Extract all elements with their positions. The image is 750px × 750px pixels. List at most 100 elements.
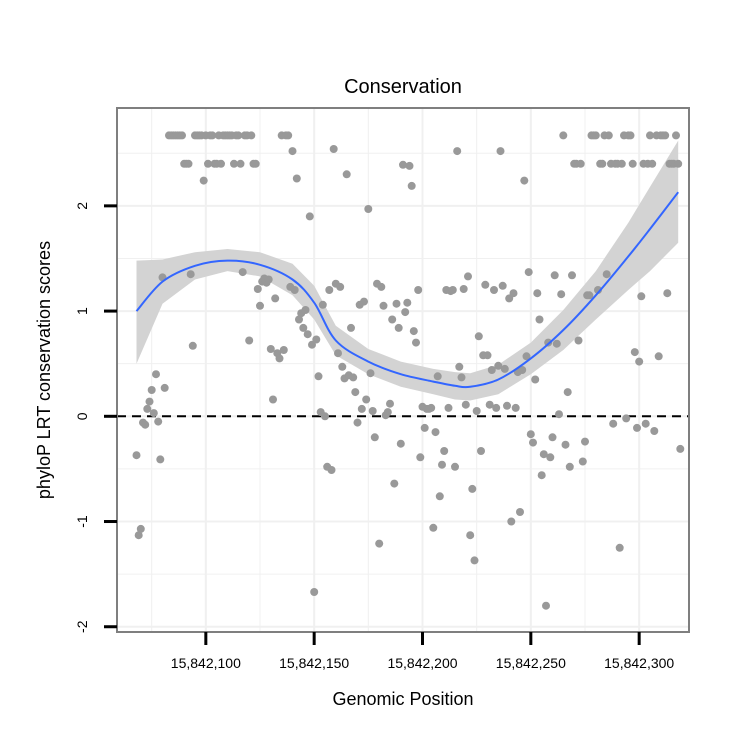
data-point [557, 290, 566, 299]
data-point [676, 444, 685, 453]
data-point [496, 147, 505, 156]
data-points [132, 131, 685, 610]
x-tick-label: 15,842,250 [496, 655, 566, 671]
data-point [633, 423, 641, 432]
data-point [368, 407, 377, 415]
data-point [429, 523, 438, 532]
y-tick-label: 1 [74, 307, 90, 315]
data-point [472, 407, 481, 415]
data-point [550, 271, 559, 280]
data-point [477, 447, 485, 455]
data-point [485, 400, 494, 409]
data-point [448, 286, 457, 294]
data-point [498, 281, 507, 290]
chart-title: Conservation [344, 76, 462, 98]
data-point [503, 401, 511, 410]
data-point [312, 335, 321, 344]
data-point [396, 439, 405, 448]
data-point [409, 327, 418, 336]
y-tick-label: 0 [74, 412, 90, 420]
data-point [377, 282, 386, 291]
data-point [310, 588, 319, 596]
data-point [414, 286, 423, 294]
data-point [266, 345, 275, 353]
data-point [390, 479, 399, 488]
y-tick-label: -2 [74, 620, 90, 633]
y-axis-label: phyloP LRT conservation scores [34, 241, 54, 499]
data-point [444, 403, 453, 412]
data-point [650, 427, 659, 435]
data-point [529, 438, 537, 447]
data-point [366, 369, 375, 378]
data-point [468, 484, 477, 493]
data-point [661, 131, 670, 140]
data-point [522, 352, 531, 361]
data-point [152, 370, 160, 379]
data-point [453, 147, 462, 156]
data-point [186, 270, 195, 279]
data-point [461, 400, 470, 409]
data-point [516, 508, 524, 516]
data-point [654, 352, 663, 361]
data-point [383, 408, 392, 417]
data-point [555, 410, 563, 419]
data-point [533, 289, 542, 298]
data-point [563, 388, 572, 397]
data-point [336, 282, 345, 291]
data-point [269, 395, 277, 404]
data-point [364, 205, 373, 213]
data-point [474, 332, 483, 341]
x-tick-label: 15,842,200 [387, 655, 457, 671]
data-point [154, 417, 163, 426]
data-point [609, 419, 618, 428]
x-tick-label: 15,842,100 [171, 655, 241, 671]
data-point [542, 601, 550, 610]
data-point [451, 462, 459, 471]
data-point [134, 531, 143, 540]
data-point [238, 268, 247, 277]
data-point [427, 403, 436, 412]
data-point [253, 285, 262, 293]
data-point [626, 131, 635, 140]
data-point [492, 403, 501, 412]
data-point [230, 159, 238, 168]
data-point [602, 270, 611, 279]
data-point [362, 395, 371, 404]
data-point [628, 159, 637, 168]
data-point [245, 336, 254, 345]
data-point [494, 361, 503, 370]
data-point [401, 308, 410, 317]
data-point [403, 298, 412, 307]
data-point [511, 403, 520, 412]
data-point [301, 306, 310, 314]
data-point [264, 275, 273, 284]
data-point [591, 131, 600, 140]
data-point [251, 159, 260, 168]
data-point [548, 433, 557, 442]
data-point [145, 397, 154, 406]
data-point [132, 451, 141, 460]
data-point [617, 159, 626, 168]
data-point [539, 450, 548, 459]
y-tick-label: 2 [74, 202, 90, 210]
data-point [481, 280, 490, 289]
data-point [470, 556, 479, 565]
confidence-ribbon-layer [136, 140, 679, 401]
data-point [641, 419, 650, 428]
data-point [635, 357, 644, 366]
data-point [457, 373, 466, 382]
data-point [412, 338, 420, 347]
data-point [375, 539, 384, 548]
data-point [349, 373, 358, 382]
data-point [487, 366, 496, 374]
data-point [327, 466, 336, 474]
data-point [357, 404, 366, 413]
data-point [143, 404, 152, 413]
data-point [236, 159, 245, 168]
data-point [325, 286, 334, 294]
data-point [247, 131, 256, 140]
data-point [388, 315, 397, 324]
data-point [288, 147, 297, 156]
data-point [433, 372, 442, 381]
